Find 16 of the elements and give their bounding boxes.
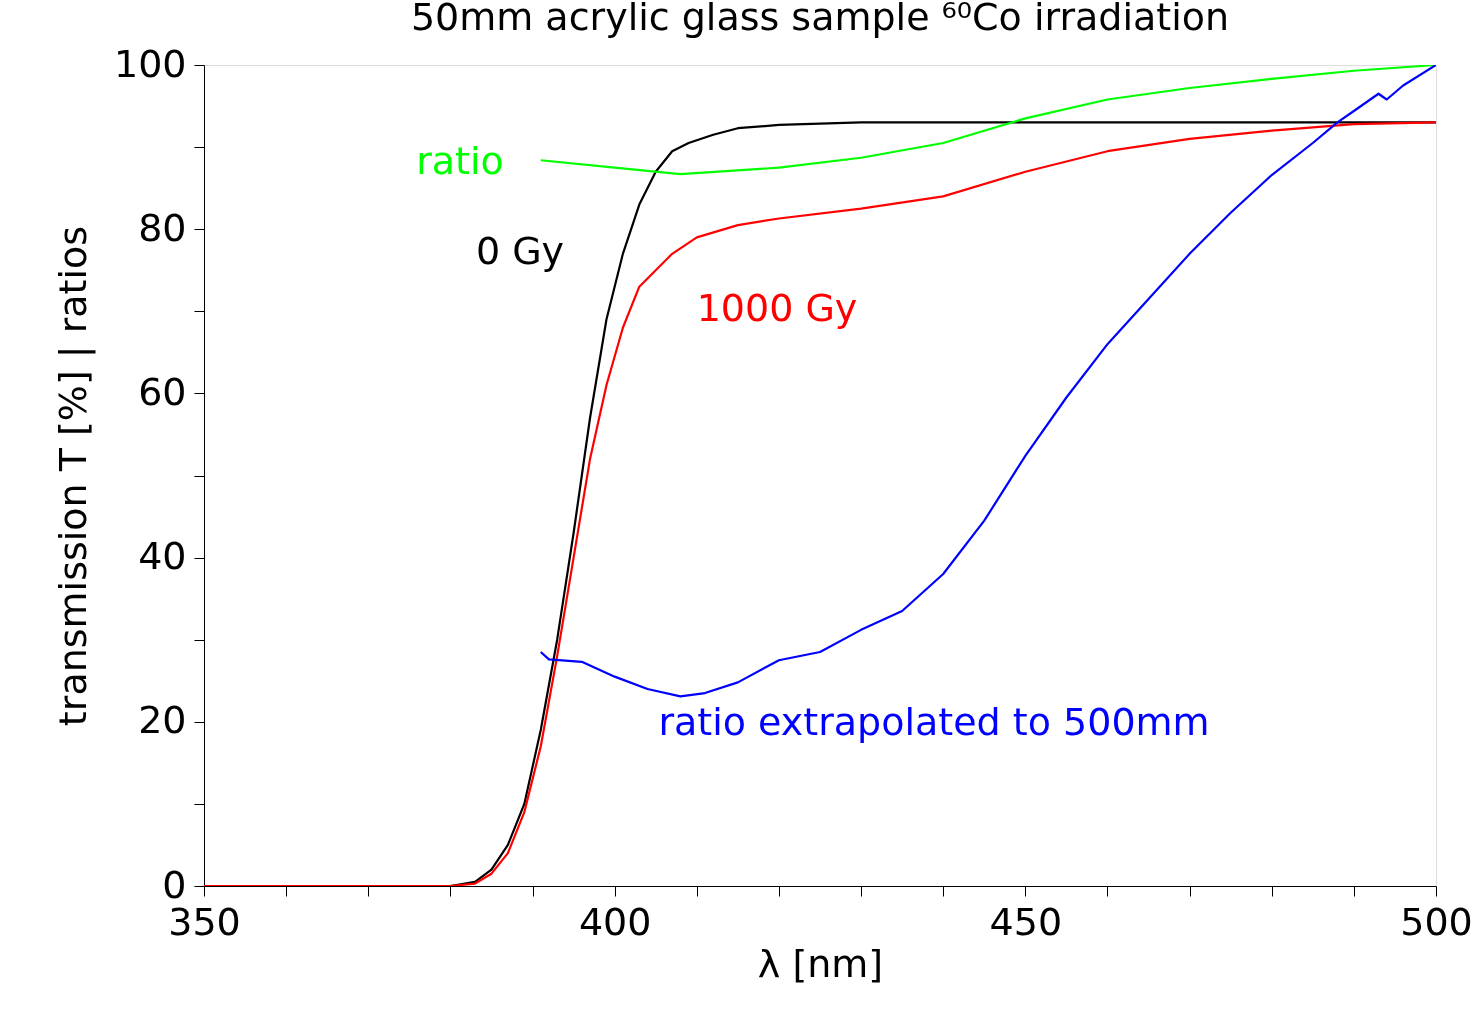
series-label: 0 Gy bbox=[475, 229, 565, 273]
y-tick-label: 60 bbox=[138, 369, 187, 414]
chart-title: 50mm acrylic glass sample ⁶⁰Co irradiation bbox=[410, 0, 1230, 39]
series-label: ratio extrapolated to 500mm bbox=[658, 700, 1210, 744]
series-label: ratio bbox=[416, 139, 504, 183]
series-label: 1000 Gy bbox=[696, 286, 858, 330]
y-tick-label: 80 bbox=[138, 205, 187, 250]
y-tick-label: 40 bbox=[138, 534, 187, 579]
y-tick-label: 20 bbox=[138, 698, 187, 743]
line-series bbox=[539, 65, 1436, 176]
y-axis-title: transmission T [%] | ratios bbox=[50, 225, 96, 727]
y-tick-label: 100 bbox=[113, 41, 187, 86]
x-tick-label: 500 bbox=[1400, 899, 1473, 944]
x-tick-label: 450 bbox=[989, 899, 1063, 944]
x-axis-title: λ [nm] bbox=[757, 941, 884, 986]
x-tick-label: 400 bbox=[578, 899, 652, 944]
